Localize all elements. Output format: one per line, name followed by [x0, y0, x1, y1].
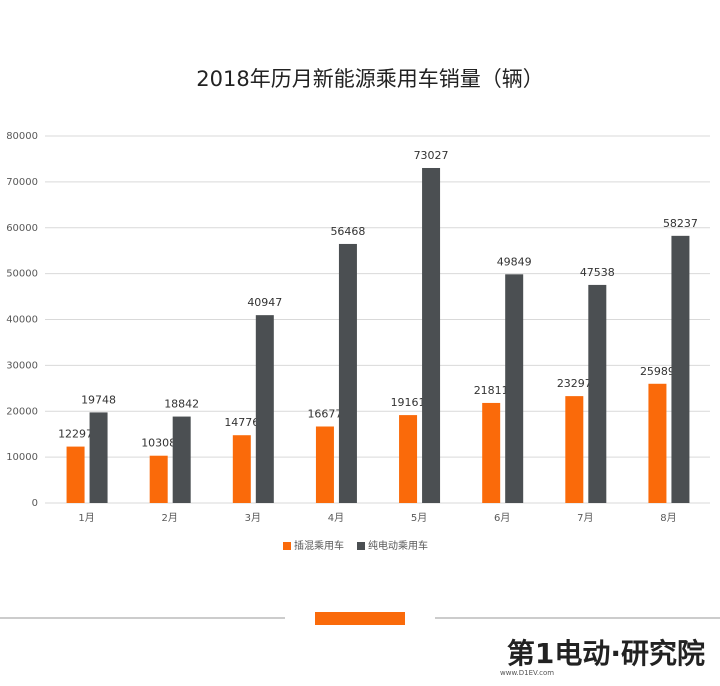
bar — [565, 396, 584, 503]
x-tick-label: 6月 — [494, 512, 510, 524]
data-label: 10308 — [141, 437, 176, 450]
bar — [89, 412, 108, 503]
y-tick-label: 10000 — [6, 452, 38, 463]
bar — [482, 402, 501, 503]
y-tick-label: 30000 — [6, 360, 38, 371]
y-tick-label: 80000 — [6, 131, 38, 142]
brand: 第1电动·研究院 — [507, 637, 705, 670]
x-tick-label: 4月 — [328, 512, 344, 524]
data-label: 19161 — [391, 396, 426, 409]
bar — [315, 426, 334, 503]
legend-swatch — [283, 542, 291, 550]
data-label: 47538 — [580, 266, 615, 279]
x-tick-label: 2月 — [162, 512, 178, 524]
bar — [505, 274, 524, 503]
decoration — [315, 612, 405, 625]
data-label: 19748 — [81, 393, 116, 406]
bar — [648, 383, 667, 503]
data-label: 56468 — [330, 225, 365, 238]
data-label: 16677 — [307, 407, 342, 420]
data-label: 40947 — [247, 296, 282, 309]
y-tick-label: 50000 — [6, 269, 38, 280]
x-tick-label: 1月 — [78, 512, 94, 524]
x-tick-label: 8月 — [660, 512, 676, 524]
url: www.D1EV.com — [500, 669, 554, 677]
y-tick-label: 70000 — [6, 177, 38, 188]
data-label: 49849 — [497, 255, 532, 268]
x-tick-label: 7月 — [577, 512, 593, 524]
bar — [399, 415, 418, 503]
legend-label: 插混乘用车 — [294, 539, 344, 552]
bar — [255, 315, 274, 503]
bar — [671, 235, 690, 503]
bar — [338, 243, 357, 503]
data-label: 12297 — [58, 428, 93, 441]
x-tick-label: 3月 — [245, 512, 261, 524]
bar — [66, 446, 85, 503]
data-label: 25989 — [640, 365, 675, 378]
chart-title: 2018年历月新能源乘用车销量（辆） — [196, 67, 543, 91]
data-label: 18842 — [164, 398, 199, 411]
y-tick-label: 40000 — [6, 315, 38, 326]
data-label: 21811 — [474, 384, 509, 397]
data-label: 14776 — [224, 416, 259, 429]
legend-label: 纯电动乘用车 — [368, 539, 428, 552]
data-label: 73027 — [414, 149, 449, 162]
y-tick-label: 20000 — [6, 406, 38, 417]
bar — [149, 455, 168, 503]
y-tick-label: 0 — [32, 498, 38, 509]
data-label: 58237 — [663, 217, 698, 230]
bar — [172, 416, 191, 503]
y-tick-label: 60000 — [6, 223, 38, 234]
bar — [588, 284, 607, 503]
legend-swatch — [357, 542, 365, 550]
bar — [422, 167, 441, 503]
data-label: 23297 — [557, 377, 592, 390]
bar — [232, 435, 251, 503]
x-tick-label: 5月 — [411, 512, 427, 524]
